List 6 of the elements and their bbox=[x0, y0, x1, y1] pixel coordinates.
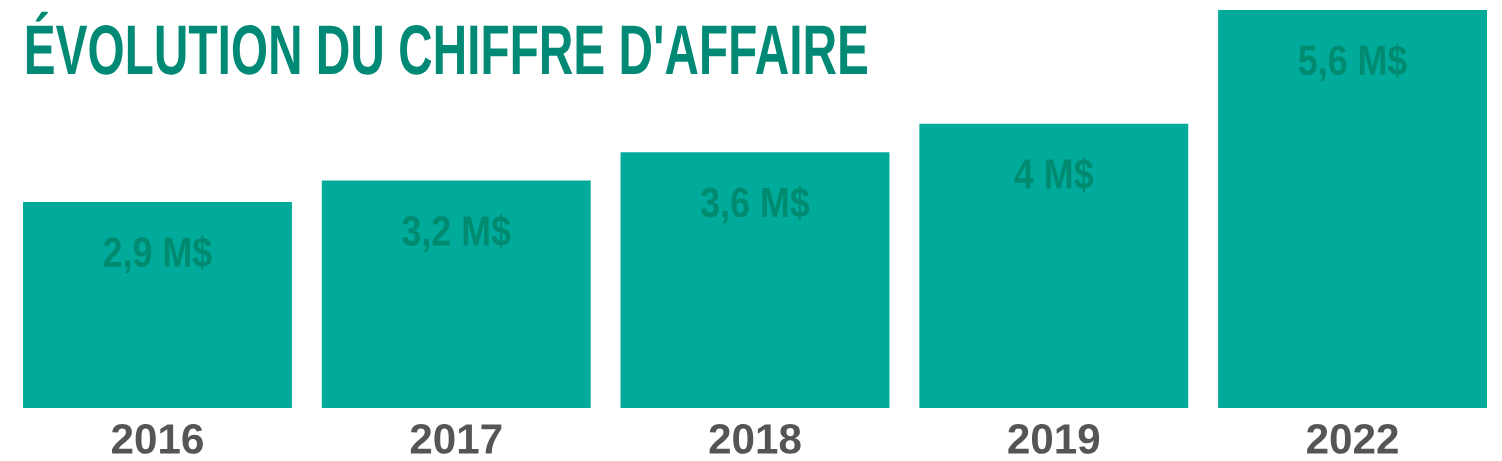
x-tick-label: 2017 bbox=[410, 423, 502, 454]
x-tick-label: 2016 bbox=[112, 423, 203, 454]
chart-title: ÉVOLUTION DU CHIFFRE D'AFFAIRE bbox=[26, 11, 868, 75]
x-tick-label: 2022 bbox=[1307, 423, 1398, 454]
x-tick-label: 2018 bbox=[709, 423, 801, 454]
x-tick-label: 2019 bbox=[1008, 423, 1100, 454]
